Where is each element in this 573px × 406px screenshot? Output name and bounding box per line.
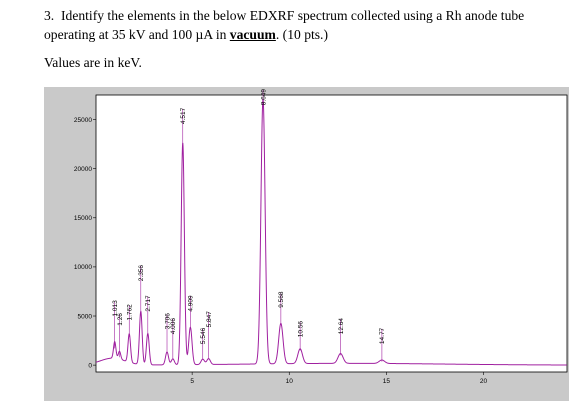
x-tick-label: 10 [286, 378, 294, 385]
peak-label-5.546: 5.546 [200, 327, 207, 344]
y-tick-label: 15000 [74, 215, 92, 222]
question-body: Identify the elements in the below EDXRF… [44, 8, 525, 42]
x-tick-label: 5 [190, 378, 194, 385]
peak-label-10.56: 10.56 [297, 321, 304, 338]
peak-label-2.717: 2.717 [145, 295, 152, 312]
peak-label-1.762: 1.762 [127, 304, 134, 321]
y-tick-label: 25000 [74, 117, 92, 124]
x-tick-label: 15 [383, 378, 391, 385]
question-emphasis: vacuum [229, 27, 276, 42]
peak-label-12.64: 12.64 [338, 318, 345, 335]
peak-label-3.706: 3.706 [164, 313, 171, 330]
question-text: 3. Identify the elements in the below ED… [44, 6, 564, 44]
plot-area [95, 94, 568, 373]
x-tick-label: 20 [480, 378, 488, 385]
question-number: 3. [44, 8, 55, 23]
peak-label-2.356: 2.356 [138, 265, 145, 282]
peak-label-4.006: 4.006 [170, 318, 177, 335]
peak-label-4.909: 4.909 [188, 295, 195, 312]
peak-label-1.26: 1.26 [117, 313, 124, 326]
question-points: . (10 pts.) [275, 27, 328, 42]
units-note: Values are in keV. [44, 55, 142, 70]
spectrum-line [95, 98, 567, 366]
y-tick-label: 10000 [74, 264, 92, 271]
peak-label-14.77: 14.77 [379, 327, 386, 344]
y-tick-label: 5000 [78, 313, 93, 320]
y-tick-label: 20000 [74, 166, 92, 173]
peak-label-9.568: 9.568 [278, 291, 285, 308]
peak-label-1.013: 1.013 [112, 300, 119, 317]
edxrf-spectrum-chart: 0 5000 10000 15000 20000 25000 5 10 15 20 1.0131.2… [74, 89, 568, 385]
peak-label-4.517: 4.517 [180, 107, 187, 124]
peak-label-8.649: 8.649 [260, 89, 267, 106]
peak-label-5.847: 5.847 [206, 311, 213, 328]
spectrum-plot-frame: 0 5000 10000 15000 20000 25000 5 10 15 20 1.013 1.2… [44, 87, 569, 401]
y-tick-label: 0 [88, 362, 92, 369]
